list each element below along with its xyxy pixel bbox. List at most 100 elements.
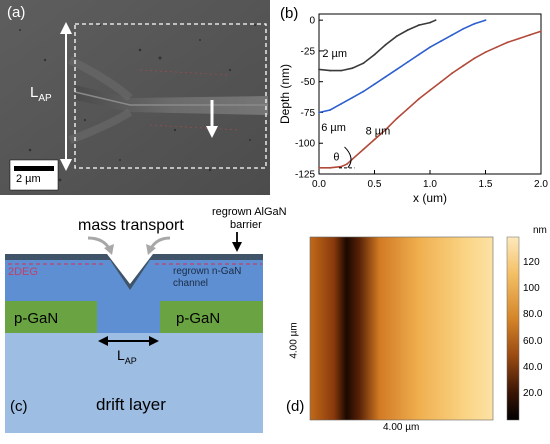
x-tick-label: 1.5 <box>479 179 493 190</box>
colorbar-tick-label: 40.0 <box>523 361 543 373</box>
series-point-0 <box>362 62 365 65</box>
panel-b: 0.0 0.5 1.0 1.5 2.0 0 -25 -50 -75 -100 -125 x (um) D… <box>275 0 550 205</box>
series-point-1 <box>462 27 465 30</box>
series-point-1 <box>473 22 476 25</box>
algan-barrier <box>5 254 263 290</box>
series-point-2 <box>362 148 365 151</box>
lap-aperture-main: L <box>117 347 125 363</box>
series-point-0 <box>329 69 331 72</box>
drift-layer <box>5 333 263 433</box>
lap-label: LAP <box>30 84 52 104</box>
series-point-2 <box>473 57 476 60</box>
colorbar-tick-label: 120 <box>523 257 540 269</box>
x-tick-label: 2.0 <box>534 179 548 190</box>
colorbar-tick-label: 20.0 <box>523 387 543 399</box>
series-point-0 <box>418 24 420 26</box>
series-point-1 <box>406 61 409 63</box>
series-point-2 <box>318 166 320 169</box>
series-point-2 <box>529 34 531 36</box>
mass-transport-title: mass transport <box>78 217 184 234</box>
series-point-1 <box>318 111 320 114</box>
series-point-0 <box>395 35 398 38</box>
panel-d: (d) 4.00 µm 4.00 µm nm 120 100 80.0 60.0 40.… <box>280 225 550 439</box>
scalebar-label: 2 µm <box>16 173 41 185</box>
afm-xlabel: 4.00 µm <box>383 422 420 433</box>
lap-label-main: L <box>30 84 39 101</box>
plot-frame <box>318 13 542 175</box>
series-point-2 <box>540 30 542 33</box>
lap-aperture-sub: AP <box>124 355 137 366</box>
y-tick-label: 0 <box>309 16 315 27</box>
series-point-1 <box>451 34 454 36</box>
series-label-1: 6 µm <box>321 122 346 134</box>
y-axis-label: Depth (nm) <box>278 64 292 124</box>
series-point-2 <box>345 163 348 166</box>
colorbar-tick-label: 100 <box>523 283 540 295</box>
series-point-1 <box>395 68 398 71</box>
y-tick-label: -50 <box>301 77 316 88</box>
x-tick-label: 0.0 <box>312 179 326 190</box>
colorbar-unit: nm <box>533 225 547 236</box>
lap-aperture-label: LAP <box>117 347 137 366</box>
sem-image <box>0 0 270 195</box>
pgan-right-label: p-GaN <box>176 310 221 327</box>
afm-image <box>309 236 520 421</box>
series-point-2 <box>440 80 442 83</box>
series-label-0: 2 µm <box>322 48 347 60</box>
pgan-left-label: p-GaN <box>14 310 59 327</box>
x-tick-label: 0.5 <box>368 179 382 190</box>
colorbar-tick-label: 80.0 <box>523 309 543 321</box>
series-point-0 <box>340 69 343 72</box>
series-point-2 <box>418 98 420 100</box>
series-point-1 <box>484 19 487 22</box>
afm-ylabel: 4.00 µm <box>288 322 300 359</box>
ngan-channel <box>5 260 263 301</box>
colorbar-ticks: 120 100 80.0 60.0 40.0 20.0 <box>523 225 550 439</box>
series-point-0 <box>351 67 354 70</box>
colorbar-tick-label: 60.0 <box>523 335 543 347</box>
series-point-2 <box>373 138 376 141</box>
series-line-1 <box>318 19 486 114</box>
panel-d-label: (d) <box>286 398 305 415</box>
series-point-0 <box>406 29 409 31</box>
series-point-2 <box>517 37 520 40</box>
series-point-0 <box>384 43 387 46</box>
x-tick-label: 1.0 <box>423 179 437 190</box>
panel-a-label: (a) <box>7 4 26 21</box>
barrier-label-line2: barrier <box>230 219 262 231</box>
series-point-2 <box>429 89 431 92</box>
series-point-2 <box>351 158 354 161</box>
series-point-0 <box>434 19 437 22</box>
series-point-1 <box>418 53 420 56</box>
channel-label-line2: channel <box>173 278 209 289</box>
series-point-2 <box>462 64 465 67</box>
series-point-0 <box>318 68 320 71</box>
panel-c: mass transport regrown AlGaN barrier 2DE… <box>0 206 287 439</box>
series-label-2: 8 µm <box>366 126 391 138</box>
series-line-2 <box>319 30 542 169</box>
series-point-1 <box>440 40 442 42</box>
series-point-2 <box>495 46 498 49</box>
x-axis-label: x (um) <box>413 191 447 205</box>
y-tick-label: -25 <box>301 46 316 57</box>
y-tick-label: -75 <box>301 108 316 119</box>
series-point-1 <box>340 102 343 105</box>
pgan-left-block <box>5 301 97 333</box>
series-point-2 <box>451 72 454 74</box>
series-point-2 <box>340 165 343 168</box>
series-line-0 <box>318 19 436 72</box>
theta-arc <box>344 146 352 169</box>
series-point-2 <box>384 128 387 131</box>
series-point-1 <box>429 46 431 49</box>
theta-label: θ <box>333 151 339 163</box>
pgan-right-block <box>160 301 263 333</box>
panel-b-label: (b) <box>280 5 299 22</box>
series-point-2 <box>484 51 487 54</box>
series-point-0 <box>429 21 431 24</box>
series-point-2 <box>506 41 509 44</box>
series-point-1 <box>362 90 365 93</box>
y-tick-label: -100 <box>295 139 315 150</box>
series-point-1 <box>351 96 354 99</box>
twodeg-label: 2DEG <box>8 266 38 278</box>
depth-profile-chart: 0.0 0.5 1.0 1.5 2.0 0 -25 -50 -75 -100 -125 x (um) D… <box>278 13 548 205</box>
